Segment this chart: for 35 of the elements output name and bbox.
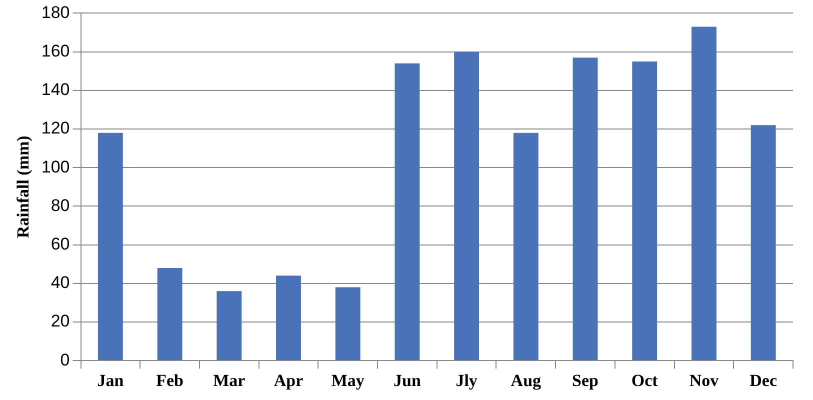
x-tick-label: Jan xyxy=(97,371,124,390)
bar xyxy=(98,132,123,360)
x-tick-label: Jun xyxy=(393,371,422,390)
x-tick-label: Nov xyxy=(689,371,720,390)
y-axis-title: Rainfall (mm) xyxy=(14,136,33,238)
y-tick-label: 20 xyxy=(50,312,70,331)
y-tick-label: 80 xyxy=(50,196,70,215)
bar xyxy=(276,276,301,360)
bar xyxy=(394,63,420,360)
x-tick-label: Aug xyxy=(510,371,542,390)
y-tick-label: 160 xyxy=(41,41,70,60)
bar xyxy=(335,287,360,360)
x-tick-label: Mar xyxy=(213,371,246,390)
bar xyxy=(454,52,480,360)
y-tick-label: 140 xyxy=(41,80,70,100)
y-tick-label: 100 xyxy=(41,157,70,176)
y-tick-label: 180 xyxy=(41,2,70,22)
bar xyxy=(572,58,598,360)
bar xyxy=(513,132,538,360)
x-tick-label: Jly xyxy=(456,371,478,390)
bar xyxy=(157,268,182,360)
bar xyxy=(216,291,242,360)
x-tick-label: Dec xyxy=(750,371,778,390)
bar xyxy=(692,26,716,360)
x-tick-label: Sep xyxy=(572,371,598,390)
bar xyxy=(750,125,776,360)
y-tick-label: 120 xyxy=(41,118,70,138)
bar xyxy=(632,61,658,360)
y-tick-label: 40 xyxy=(50,273,70,292)
x-tick-label: Oct xyxy=(631,371,658,390)
x-tick-label: Feb xyxy=(156,371,184,390)
x-tick-label: Apr xyxy=(274,371,304,390)
y-tick-label: 60 xyxy=(50,234,70,254)
y-tick-label: 0 xyxy=(60,350,70,370)
x-tick-label: May xyxy=(331,371,365,390)
